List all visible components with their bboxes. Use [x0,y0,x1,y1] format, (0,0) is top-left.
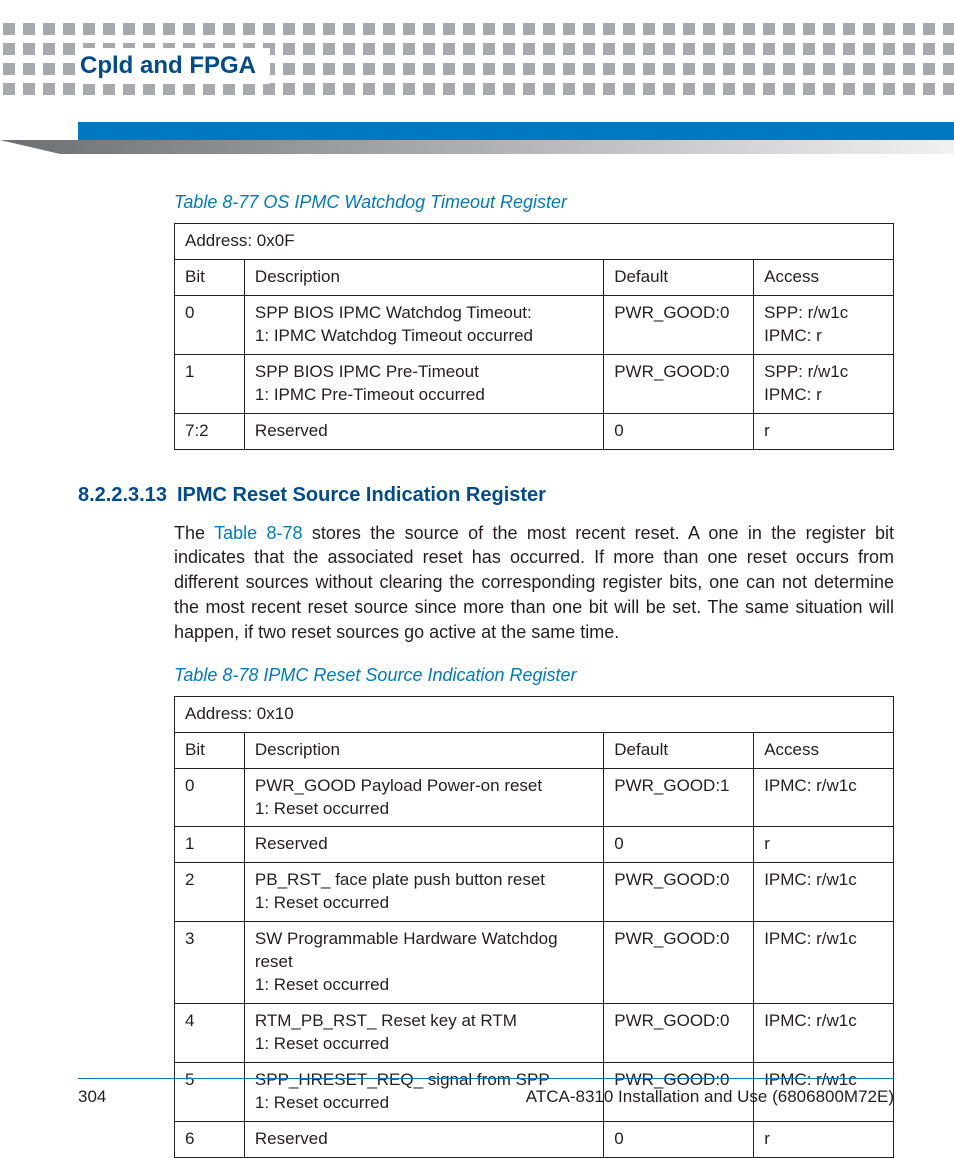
cell-desc: SPP BIOS IPMC Pre-Timeout 1: IPMC Pre-Ti… [244,354,603,413]
col-header-acc: Access [754,259,894,295]
cell-acc: IPMC: r/w1c [754,1004,894,1063]
doc-id: ATCA-8310 Installation and Use (6806800M… [526,1087,894,1107]
table-row: 3SW Programmable Hardware Watchdog reset… [175,922,894,1004]
table-row: 1SPP BIOS IPMC Pre-Timeout 1: IPMC Pre-T… [175,354,894,413]
cell-desc: PWR_GOOD Payload Power-on reset 1: Reset… [244,768,603,827]
cell-acc: r [754,827,894,863]
table-row: Address: 0x0F [175,224,894,260]
cell-def: PWR_GOOD:1 [604,768,754,827]
cell-acc: IPMC: r/w1c [754,768,894,827]
table-77-caption: Table 8-77 OS IPMC Watchdog Timeout Regi… [174,192,894,213]
cell-acc: SPP: r/w1c IPMC: r [754,295,894,354]
cell-def: 0 [604,413,754,449]
cell-def: PWR_GOOD:0 [604,354,754,413]
table-78-caption: Table 8-78 IPMC Reset Source Indication … [174,665,894,686]
table-row: 2PB_RST_ face plate push button reset 1:… [175,863,894,922]
header-blue-bar [78,122,954,140]
table-row: 6Reserved0r [175,1121,894,1157]
cell-desc: Reserved [244,827,603,863]
page: Cpld and FPGA Table 8-77 OS IPMC Watchdo… [0,0,954,1145]
col-header-def: Default [604,259,754,295]
cell-bit: 2 [175,863,245,922]
cell-def: PWR_GOOD:0 [604,922,754,1004]
cell-bit: 0 [175,295,245,354]
cell-def: 0 [604,1121,754,1157]
col-header-def: Default [604,732,754,768]
section-number: 8.2.2.3.13 [78,484,167,507]
cell-desc: PB_RST_ face plate push button reset 1: … [244,863,603,922]
page-content: Table 8-77 OS IPMC Watchdog Timeout Regi… [78,184,894,1158]
cell-bit: 3 [175,922,245,1004]
chapter-title: Cpld and FPGA [80,48,270,84]
col-header-desc: Description [244,259,603,295]
cell-acc: IPMC: r/w1c [754,922,894,1004]
page-footer: 304 ATCA-8310 Installation and Use (6806… [78,1078,894,1107]
cell-bit: 0 [175,768,245,827]
cell-bit: 6 [175,1121,245,1157]
cell-acc: r [754,413,894,449]
header-gradient-bar [0,140,954,154]
cell-bit: 1 [175,354,245,413]
cell-acc: IPMC: r/w1c [754,863,894,922]
table-row: Bit Description Default Access [175,259,894,295]
table-row: 7:2Reserved0r [175,413,894,449]
table-77-address: Address: 0x0F [175,224,894,260]
table-78-address: Address: 0x10 [175,696,894,732]
section-paragraph: The Table 8-78 stores the source of the … [174,521,894,645]
cell-desc: SPP BIOS IPMC Watchdog Timeout: 1: IPMC … [244,295,603,354]
cell-acc: SPP: r/w1c IPMC: r [754,354,894,413]
section-title: IPMC Reset Source Indication Register [177,484,546,506]
col-header-bit: Bit [175,259,245,295]
cell-desc: RTM_PB_RST_ Reset key at RTM 1: Reset oc… [244,1004,603,1063]
cell-def: PWR_GOOD:0 [604,863,754,922]
table-row: 0PWR_GOOD Payload Power-on reset 1: Rese… [175,768,894,827]
cell-def: PWR_GOOD:0 [604,1004,754,1063]
section-heading: 8.2.2.3.13 IPMC Reset Source Indication R… [78,484,894,507]
cell-desc: Reserved [244,1121,603,1157]
table-77: Address: 0x0F Bit Description Default Ac… [174,223,894,450]
col-header-desc: Description [244,732,603,768]
table-row: 1Reserved0r [175,827,894,863]
cell-def: 0 [604,827,754,863]
page-number: 304 [78,1087,106,1107]
cell-acc: r [754,1121,894,1157]
cell-def: PWR_GOOD:0 [604,295,754,354]
cell-bit: 4 [175,1004,245,1063]
table-row: Bit Description Default Access [175,732,894,768]
table-77-body: 0SPP BIOS IPMC Watchdog Timeout: 1: IPMC… [175,295,894,449]
table-row: 4RTM_PB_RST_ Reset key at RTM 1: Reset o… [175,1004,894,1063]
xref-table-78[interactable]: Table 8-78 [214,523,302,543]
cell-desc: SW Programmable Hardware Watchdog reset … [244,922,603,1004]
table-row: 0SPP BIOS IPMC Watchdog Timeout: 1: IPMC… [175,295,894,354]
col-header-bit: Bit [175,732,245,768]
cell-desc: Reserved [244,413,603,449]
col-header-acc: Access [754,732,894,768]
cell-bit: 7:2 [175,413,245,449]
table-row: Address: 0x10 [175,696,894,732]
cell-bit: 1 [175,827,245,863]
para-text: The [174,523,214,543]
